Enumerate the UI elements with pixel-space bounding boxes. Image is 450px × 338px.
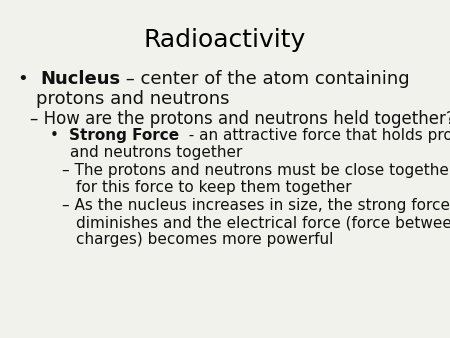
Text: protons and neutrons: protons and neutrons (36, 90, 230, 108)
Text: - an attractive force that holds protons: - an attractive force that holds protons (179, 128, 450, 143)
Text: Nucleus: Nucleus (40, 70, 121, 88)
Text: – As the nucleus increases in size, the strong force: – As the nucleus increases in size, the … (62, 198, 450, 213)
Text: – How are the protons and neutrons held together?: – How are the protons and neutrons held … (30, 110, 450, 128)
Text: – The protons and neutrons must be close together: – The protons and neutrons must be close… (62, 163, 450, 178)
Text: •: • (50, 128, 68, 143)
Text: for this force to keep them together: for this force to keep them together (76, 180, 351, 195)
Text: diminishes and the electrical force (force between: diminishes and the electrical force (for… (76, 215, 450, 230)
Text: Radioactivity: Radioactivity (144, 28, 306, 52)
Text: – center of the atom containing: – center of the atom containing (121, 70, 410, 88)
Text: •: • (18, 70, 40, 88)
Text: charges) becomes more powerful: charges) becomes more powerful (76, 232, 333, 247)
Text: Strong Force: Strong Force (68, 128, 179, 143)
Text: and neutrons together: and neutrons together (70, 145, 243, 160)
